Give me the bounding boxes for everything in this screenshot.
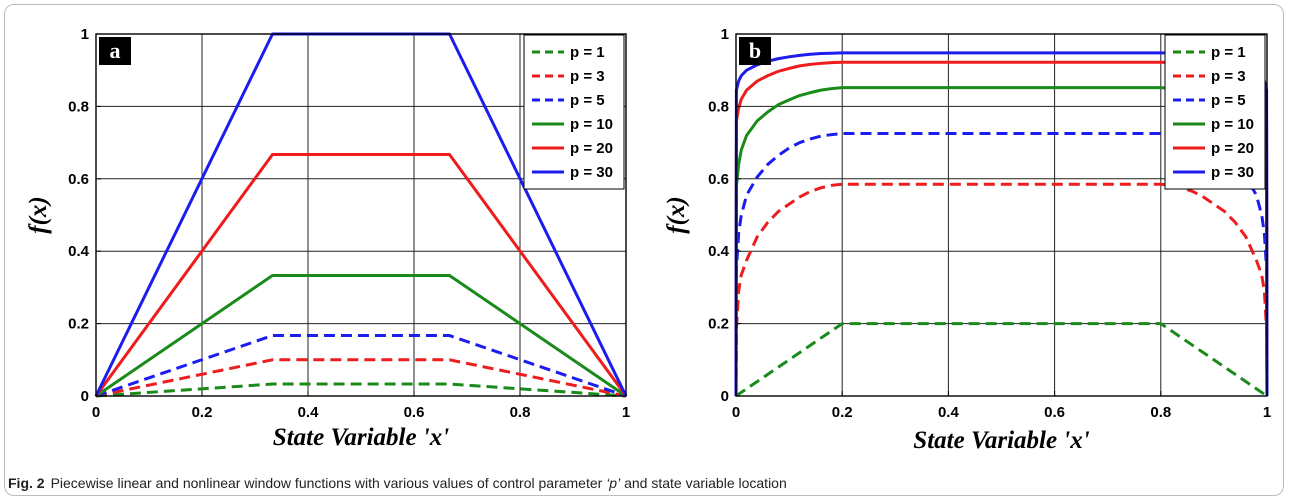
panel-a-xtick-label: 0.4 bbox=[298, 404, 320, 421]
panel-a-legend-label: p = 1 bbox=[570, 44, 605, 61]
panel-a-xlabel: State Variable 'x' bbox=[273, 424, 449, 451]
panel-a-ytick-label: 0.2 bbox=[68, 316, 89, 333]
panel-a-legend bbox=[523, 34, 625, 190]
panel-a-letter-box bbox=[99, 37, 131, 65]
panel-b-ylabel: f(x) bbox=[663, 196, 690, 233]
panel-b-xtick-label: 0.2 bbox=[832, 404, 853, 421]
panel-b-legend-label: p = 30 bbox=[1211, 164, 1254, 181]
panel-b-ytick-label: 1 bbox=[721, 26, 729, 43]
panel-a-xtick-label: 0.6 bbox=[404, 404, 425, 421]
panel-a-legend-label: p = 30 bbox=[570, 164, 613, 181]
panel-a-series-line bbox=[94, 153, 628, 397]
panel-a-series-line bbox=[95, 382, 627, 398]
panel-b-series-line bbox=[735, 322, 1268, 398]
panel-a-letter: a bbox=[110, 38, 121, 63]
panel-a-legend-label: p = 20 bbox=[570, 140, 613, 157]
panel-a-legend-label: p = 3 bbox=[570, 68, 605, 85]
figure-frame bbox=[4, 4, 1284, 496]
caption-label: Fig. 2 bbox=[8, 475, 45, 491]
panel-b-letter: b bbox=[749, 38, 761, 63]
caption-param: ‘p’ bbox=[606, 475, 621, 491]
panel-a-xtick-label: 0 bbox=[92, 404, 100, 421]
panel-a-xtick-label: 0.2 bbox=[192, 404, 213, 421]
panel-a-axes-frame bbox=[95, 33, 627, 397]
caption-text-end: and state variable location bbox=[620, 475, 787, 491]
panel-b-axes-frame bbox=[735, 33, 1268, 397]
panel-a-ytick-label: 1 bbox=[81, 26, 89, 43]
panel-b-series-line bbox=[734, 182, 1269, 397]
panel-a-ytick-label: 0.8 bbox=[68, 98, 89, 115]
panel-b-ytick-label: 0.6 bbox=[708, 171, 729, 188]
panel-b-legend-label: p = 5 bbox=[1211, 92, 1246, 109]
panel-a-series-line bbox=[95, 334, 627, 398]
panel-b-legend-label: p = 1 bbox=[1211, 44, 1246, 61]
panel-a-legend-label: p = 10 bbox=[570, 116, 613, 133]
panel-a-ytick-label: 0.4 bbox=[68, 243, 90, 260]
panel-a-xtick-label: 0.8 bbox=[510, 404, 531, 421]
panel-b-ytick-label: 0 bbox=[721, 388, 729, 405]
panel-a-xtick-label: 1 bbox=[622, 404, 630, 421]
panel-b: 0 0.2 0.4 0.6 0.8 1 0 0.2 0.4 0.6 0.8 1 State Variab… bbox=[663, 26, 1271, 454]
panel-b-letter-box bbox=[739, 37, 771, 65]
panel-b-xtick-label: 0.6 bbox=[1044, 404, 1065, 421]
panel-b-legend-label: p = 20 bbox=[1211, 140, 1254, 157]
panel-b-xtick-label: 0.4 bbox=[938, 404, 960, 421]
panel-b-xtick-label: 0.8 bbox=[1150, 404, 1171, 421]
caption-text: Piecewise linear and nonlinear window fu… bbox=[50, 475, 607, 491]
panel-a-ylabel: f(x) bbox=[25, 196, 52, 233]
figure-caption: Fig. 2 Piecewise linear and nonlinear win… bbox=[8, 475, 787, 491]
panel-b-xtick-label: 0 bbox=[732, 404, 740, 421]
panel-b-xtick-label: 1 bbox=[1263, 404, 1271, 421]
panel-b-xlabel: State Variable 'x' bbox=[913, 427, 1089, 454]
panel-a-legend-label: p = 5 bbox=[570, 92, 605, 109]
panel-b-ytick-label: 0.8 bbox=[708, 98, 729, 115]
panel-b-legend bbox=[1164, 34, 1266, 190]
panel-a-series-line bbox=[95, 358, 627, 398]
panel-a: 0 0.2 0.4 0.6 0.8 1 0 0.2 0.4 0.6 0.8 1 State Variab… bbox=[25, 26, 630, 451]
panel-a-ytick-label: 0 bbox=[81, 388, 89, 405]
panel-b-legend-label: p = 10 bbox=[1211, 116, 1254, 133]
panel-a-series-line bbox=[95, 273, 627, 398]
panel-a-ytick-label: 0.6 bbox=[68, 171, 89, 188]
panel-b-legend-label: p = 3 bbox=[1211, 68, 1246, 85]
panel-b-ytick-label: 0.4 bbox=[708, 243, 730, 260]
panel-b-ytick-label: 0.2 bbox=[708, 316, 729, 333]
